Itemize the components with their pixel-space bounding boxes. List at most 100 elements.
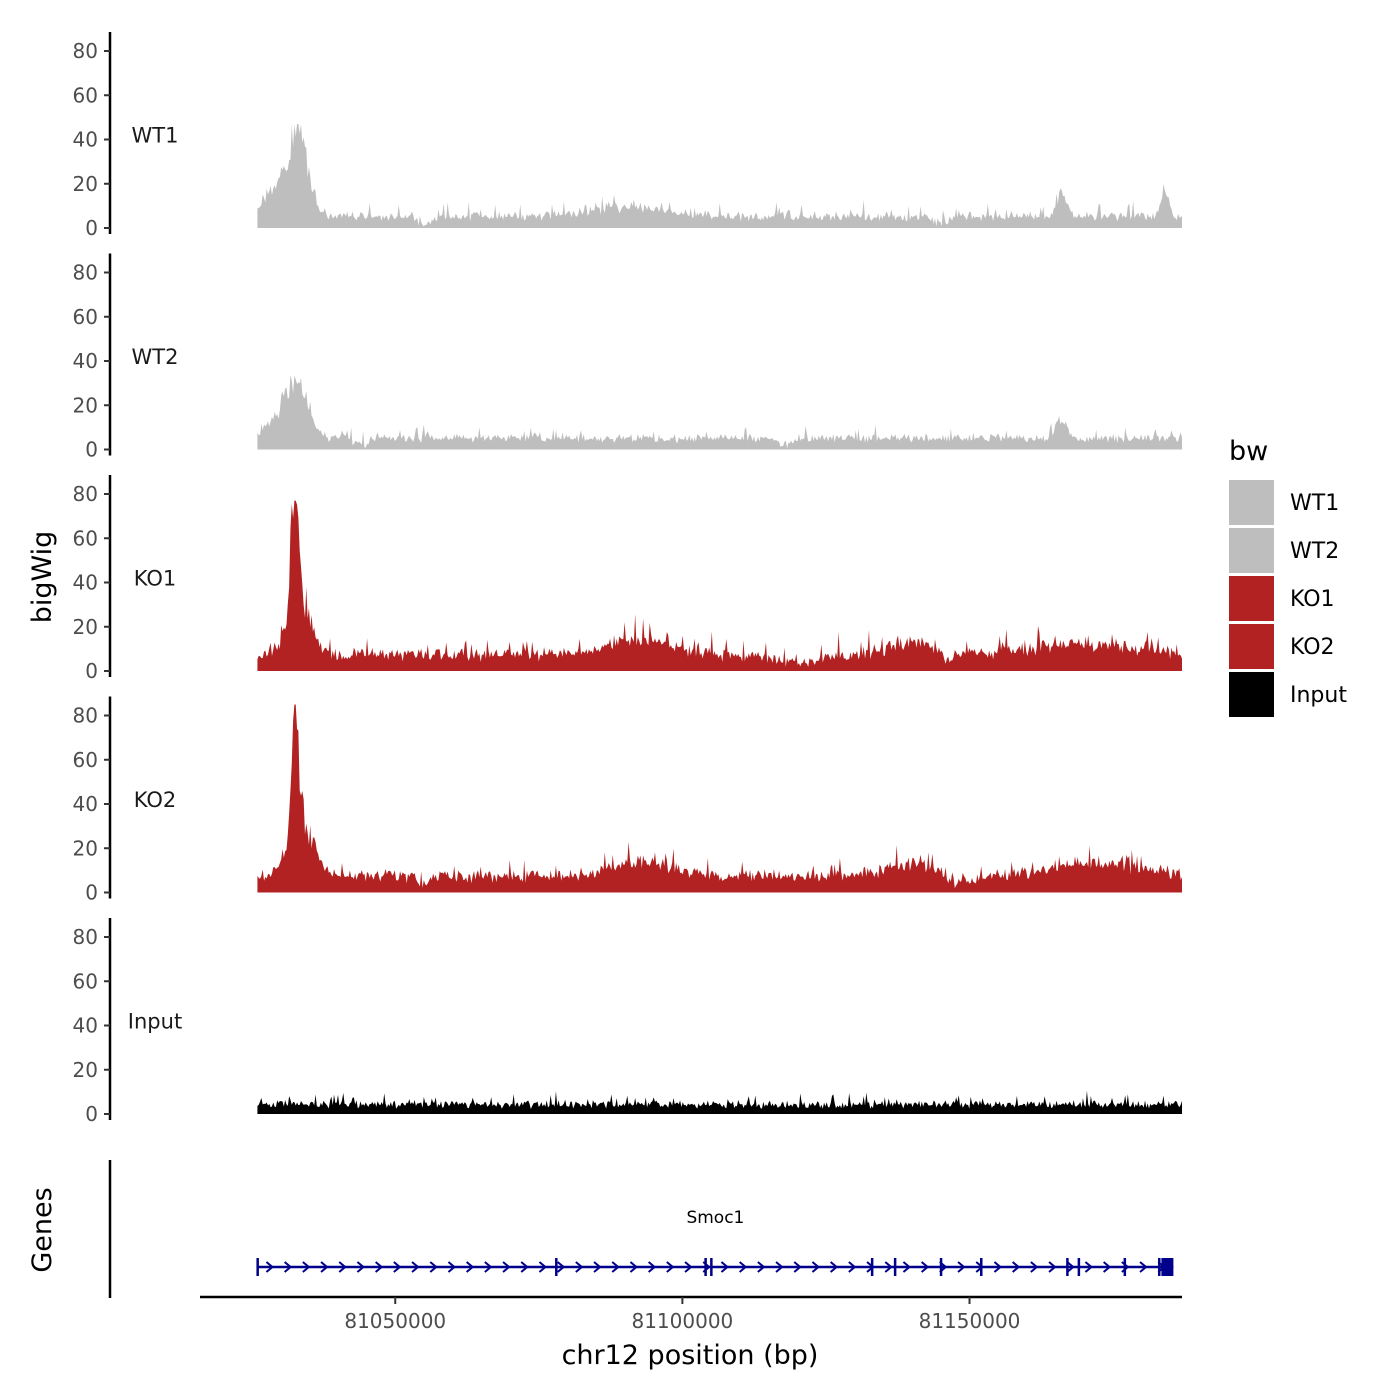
legend: bw WT1 WT2 KO1 KO2 Input [1229, 436, 1347, 717]
y-tick-label: 20 [73, 393, 98, 417]
strand-arrow [556, 1261, 566, 1273]
legend-title: bw [1229, 436, 1268, 467]
strand-arrow [502, 1261, 511, 1273]
y-tick-label: 20 [73, 615, 98, 639]
strand-arrow [775, 1261, 784, 1273]
x-axis-title: chr12 position (bp) [562, 1340, 819, 1371]
y-tick-label: 20 [73, 172, 98, 196]
y-tick-label: 0 [85, 438, 98, 462]
y-tick-label: 40 [73, 571, 98, 595]
y-tick-label: 0 [85, 659, 98, 683]
legend-key-ko2 [1229, 624, 1274, 669]
track-panel-wt1: 0 20 40 60 80 WT1 [73, 32, 1183, 240]
strand-arrow [629, 1261, 638, 1273]
signal-area-wt2 [257, 374, 1183, 450]
strand-arrow [520, 1261, 529, 1273]
gene-exon [893, 1258, 897, 1276]
legend-key-input [1229, 672, 1274, 717]
x-tick-label: 81150000 [919, 1309, 1021, 1333]
track-label-input: Input [128, 1010, 182, 1034]
track-label-wt1: WT1 [132, 124, 179, 148]
gene-name-label: Smoc1 [686, 1208, 744, 1228]
strand-arrow [283, 1261, 293, 1273]
gene-exon [704, 1258, 707, 1276]
strand-arrow [429, 1261, 438, 1273]
track-panel-input: 0 20 40 60 80 Input [73, 918, 1183, 1126]
strand-arrow [320, 1261, 329, 1273]
y-tick-label: 60 [73, 748, 98, 772]
strand-arrow [411, 1261, 420, 1273]
x-axis: 81050000 81100000 81150000 [200, 1295, 1182, 1333]
strand-arrow [1066, 1261, 1075, 1273]
strand-arrow [666, 1261, 675, 1273]
strand-arrow [1011, 1261, 1021, 1273]
strand-arrow [720, 1261, 729, 1273]
gene-exon [1066, 1258, 1069, 1276]
legend-key-wt1 [1229, 480, 1274, 525]
track-panel-ko2: 0 20 40 60 80 KO2 [73, 696, 1183, 905]
strand-arrow [1084, 1261, 1093, 1273]
y-tick-label: 80 [73, 482, 98, 506]
gene-exon [1158, 1258, 1161, 1276]
signal-area-wt1 [257, 124, 1183, 228]
strand-arrow [356, 1261, 365, 1273]
y-tick-label: 60 [73, 83, 98, 107]
track-panel-ko1: 0 20 40 60 80 KO1 [73, 475, 1183, 683]
y-tick-label: 80 [73, 261, 98, 285]
strand-arrow [957, 1261, 966, 1273]
strand-arrow [465, 1261, 475, 1273]
gene-exon-last [1161, 1258, 1174, 1276]
legend-label-ko1: KO1 [1290, 587, 1335, 612]
gene-exon [870, 1258, 874, 1276]
strand-arrow [338, 1261, 347, 1273]
x-tick-label: 81050000 [344, 1309, 446, 1333]
strand-arrow [684, 1261, 693, 1273]
y-tick-label: 0 [85, 881, 98, 905]
strand-arrow [848, 1261, 857, 1273]
strand-arrow [593, 1261, 602, 1273]
y-axis-title: bigWig [27, 531, 58, 624]
strand-arrow [575, 1261, 584, 1273]
y-tick-label: 80 [73, 39, 98, 63]
strand-arrow [447, 1261, 456, 1273]
strand-arrow [920, 1261, 930, 1273]
strand-arrow [393, 1261, 402, 1273]
y-tick-label: 60 [73, 526, 98, 550]
legend-label-wt1: WT1 [1290, 491, 1339, 516]
strand-arrow [757, 1261, 766, 1273]
track-label-ko2: KO2 [134, 788, 177, 812]
track-panel-wt2: 0 20 40 60 80 WT2 [73, 253, 1183, 462]
gene-exon [256, 1258, 259, 1276]
strand-arrow [265, 1261, 274, 1273]
strand-arrow [993, 1261, 1002, 1273]
strand-arrow [902, 1261, 911, 1273]
y-tick-label: 40 [73, 128, 98, 152]
legend-key-wt2 [1229, 528, 1274, 573]
tracks-layer: 0 20 40 60 80 WT1 0 20 40 60 80 WT2 0 20 40 60 80 KO1 0 20 4… [73, 32, 1183, 1126]
y-tick-label: 40 [73, 349, 98, 373]
strand-arrow [302, 1261, 311, 1273]
x-tick-label: 81100000 [631, 1309, 733, 1333]
strand-arrow [1030, 1261, 1039, 1273]
track-label-ko1: KO1 [134, 567, 177, 591]
genes-panel: Smoc1 [108, 1160, 1174, 1298]
strand-arrow [538, 1261, 547, 1273]
strand-arrow [811, 1261, 820, 1273]
y-tick-label: 0 [85, 216, 98, 240]
legend-label-wt2: WT2 [1290, 539, 1339, 564]
strand-arrow [738, 1261, 748, 1273]
y-tick-label: 40 [73, 792, 98, 816]
strand-arrow [829, 1261, 839, 1273]
gene-exon [939, 1258, 943, 1276]
gene-exon [555, 1258, 558, 1276]
y-tick-label: 40 [73, 1014, 98, 1038]
strand-arrow [647, 1261, 657, 1273]
strand-arrow [484, 1261, 493, 1273]
track-label-wt2: WT2 [132, 345, 179, 369]
gene-exon [710, 1258, 713, 1276]
strand-arrow [884, 1261, 893, 1273]
strand-arrow [793, 1261, 802, 1273]
y-tick-label: 80 [73, 704, 98, 728]
y-tick-label: 20 [73, 1058, 98, 1082]
